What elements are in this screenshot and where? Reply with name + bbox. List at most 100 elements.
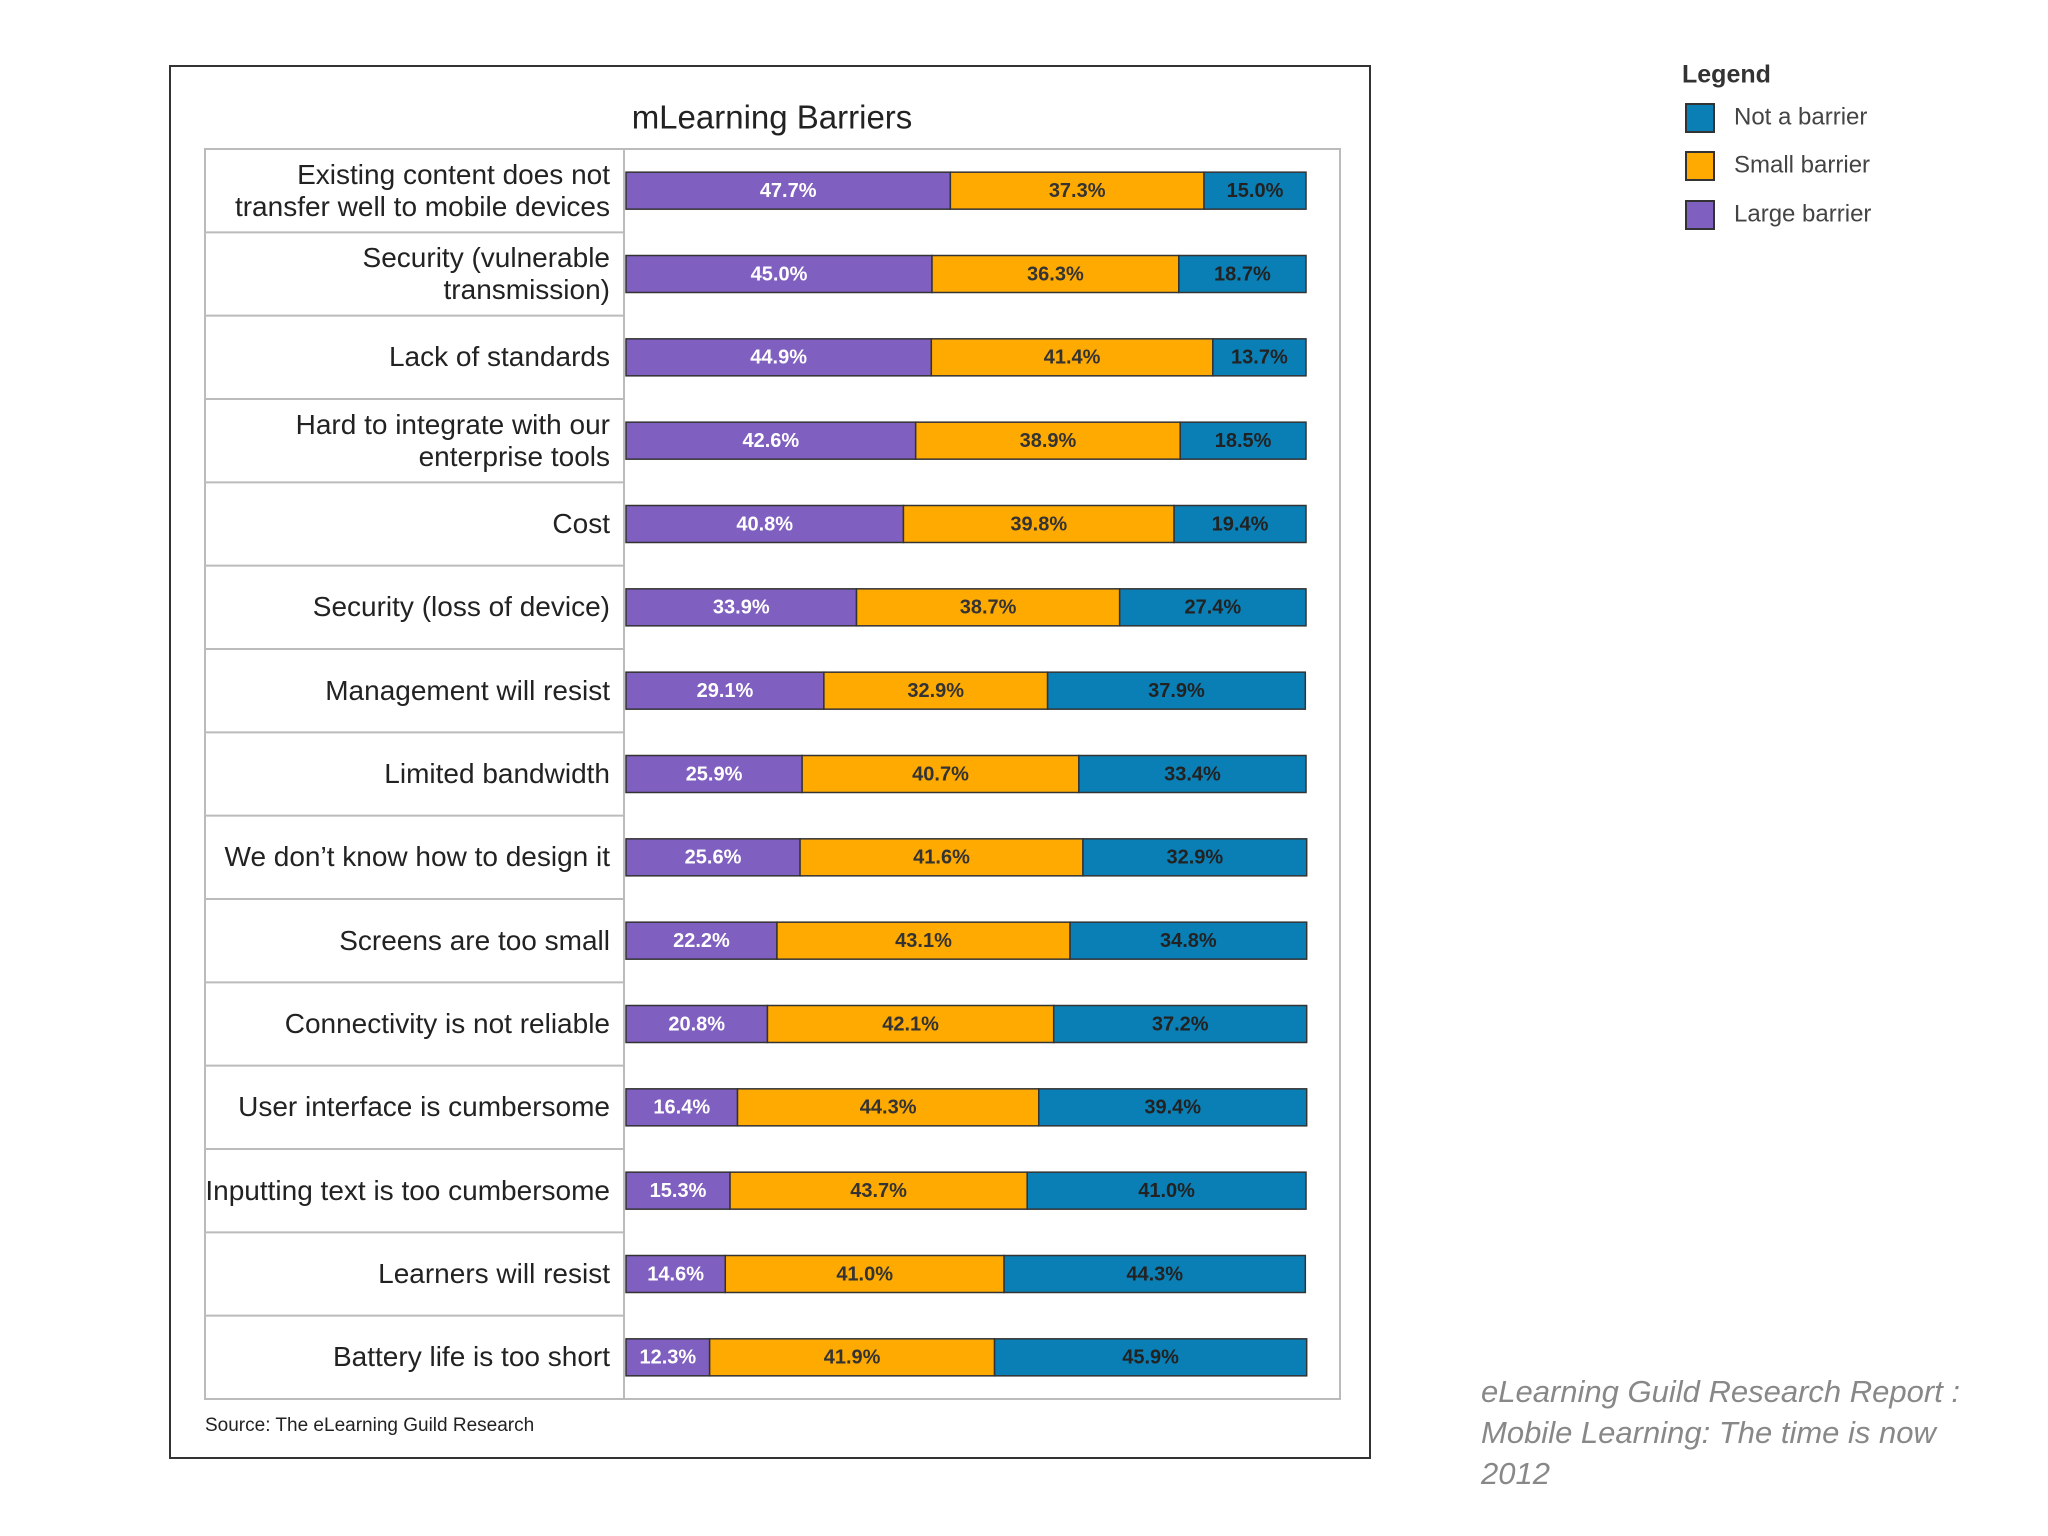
category-label: Screens are too small xyxy=(339,924,610,956)
value-label: 41.0% xyxy=(1138,1180,1195,1202)
value-label: 19.4% xyxy=(1212,513,1269,535)
value-label: 37.3% xyxy=(1049,180,1106,202)
bar-segment xyxy=(776,921,1071,960)
value-label: 42.6% xyxy=(742,430,799,452)
bar-segment xyxy=(1173,504,1307,544)
bar-segment xyxy=(993,1338,1308,1377)
bar-segment xyxy=(625,1338,711,1377)
plot-frame xyxy=(204,148,1341,1400)
category-label: Management will resist xyxy=(325,674,610,706)
value-label: 33.4% xyxy=(1164,763,1221,785)
value-label: 37.9% xyxy=(1148,680,1205,702)
category-label: Cost xyxy=(552,507,610,539)
category-label: Connectivity is not reliable xyxy=(284,1007,610,1039)
bar-segment xyxy=(766,1004,1055,1044)
bar-segment xyxy=(930,338,1214,377)
bar-segment xyxy=(625,671,825,710)
bar-segment xyxy=(1026,1171,1307,1210)
value-label: 38.9% xyxy=(1020,430,1077,452)
value-label: 25.9% xyxy=(686,763,743,785)
legend-swatch xyxy=(1685,103,1715,133)
value-label: 38.7% xyxy=(960,597,1017,619)
category-label: We don’t know how to design it xyxy=(224,841,610,873)
bar-segment xyxy=(625,1254,727,1294)
bar-segment xyxy=(1003,1254,1307,1294)
bar-segment xyxy=(914,421,1181,460)
chart-title: mLearning Barriers xyxy=(632,99,913,136)
value-label: 27.4% xyxy=(1184,597,1241,619)
bar-segment xyxy=(625,1088,739,1127)
legend-swatch xyxy=(1685,200,1715,230)
category-label: Limited bandwidth xyxy=(384,757,610,789)
value-label: 47.7% xyxy=(760,180,817,202)
bar-segment xyxy=(1082,838,1308,877)
bar-segment xyxy=(801,754,1080,794)
source: Source: The eLearning Guild Research xyxy=(205,1415,534,1436)
value-label: 18.7% xyxy=(1214,263,1271,285)
value-label: 15.3% xyxy=(650,1180,707,1202)
bar-segment xyxy=(855,588,1121,627)
value-label: 16.4% xyxy=(653,1097,710,1119)
value-label: 44.3% xyxy=(860,1097,917,1119)
bar-segment xyxy=(625,754,803,794)
value-label: 37.2% xyxy=(1152,1013,1209,1035)
bar-segment xyxy=(799,838,1084,877)
bar-segment xyxy=(625,838,801,877)
caption-line: eLearning Guild Research Report : xyxy=(1481,1374,1961,1409)
value-label: 45.0% xyxy=(751,263,808,285)
bar-segment xyxy=(625,588,858,627)
category-label: Learners will resist xyxy=(378,1257,610,1289)
bar-segment xyxy=(625,921,778,960)
bar-segment xyxy=(1038,1088,1308,1127)
bar-segment xyxy=(625,338,933,377)
value-label: 25.6% xyxy=(685,847,742,869)
bar-segment xyxy=(1212,338,1307,377)
value-label: 12.3% xyxy=(639,1347,696,1369)
value-label: 41.9% xyxy=(824,1347,881,1369)
bar-segment xyxy=(625,254,933,294)
value-label: 36.3% xyxy=(1027,263,1084,285)
value-label: 33.9% xyxy=(713,597,770,619)
bar-segment xyxy=(1046,671,1307,710)
value-label: 32.9% xyxy=(1166,847,1223,869)
value-label: 43.7% xyxy=(850,1180,907,1202)
category-label: Inputting text is too cumbersome xyxy=(205,1174,610,1206)
category-label: Battery life is too short xyxy=(332,1341,610,1373)
bar-segment xyxy=(1052,1004,1308,1044)
bar-segment xyxy=(625,1004,769,1044)
bar-segment xyxy=(931,254,1180,294)
bar-segment xyxy=(625,171,952,210)
bar-segment xyxy=(1069,921,1308,960)
bar-segment xyxy=(625,504,905,544)
category-label: User interface is cumbersome xyxy=(238,1091,610,1123)
value-label: 29.1% xyxy=(697,680,754,702)
bar-segment xyxy=(902,504,1175,544)
bar-segment xyxy=(1078,754,1307,794)
value-label: 44.9% xyxy=(750,347,807,369)
value-label: 41.0% xyxy=(836,1263,893,1285)
bar-segment xyxy=(625,421,917,460)
bar-segment xyxy=(736,1088,1040,1127)
value-label: 44.3% xyxy=(1126,1263,1183,1285)
value-label: 43.1% xyxy=(895,930,952,952)
bar-segment xyxy=(949,171,1205,210)
value-label: 39.4% xyxy=(1144,1097,1201,1119)
value-label: 13.7% xyxy=(1231,347,1288,369)
legend-label: Large barrier xyxy=(1734,200,1871,227)
legend-label: Not a barrier xyxy=(1734,103,1867,130)
value-label: 20.8% xyxy=(668,1013,725,1035)
value-label: 32.9% xyxy=(907,680,964,702)
bar-segment xyxy=(729,1171,1028,1210)
value-label: 18.5% xyxy=(1215,430,1272,452)
value-label: 41.6% xyxy=(913,847,970,869)
bar-segment xyxy=(1203,171,1307,210)
value-label: 22.2% xyxy=(673,930,730,952)
category-label: Security (vulnerable transmission) xyxy=(362,241,610,305)
legend-swatch xyxy=(1685,151,1715,181)
value-label: 45.9% xyxy=(1122,1347,1179,1369)
bar-segment xyxy=(1179,421,1307,460)
value-label: 39.8% xyxy=(1010,513,1067,535)
value-label: 14.6% xyxy=(647,1263,704,1285)
value-label: 42.1% xyxy=(882,1013,939,1035)
value-label: 40.8% xyxy=(736,513,793,535)
